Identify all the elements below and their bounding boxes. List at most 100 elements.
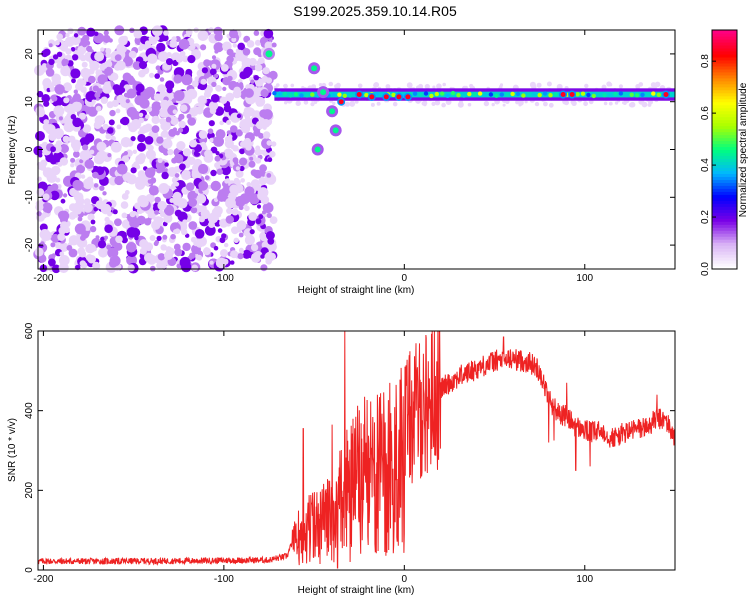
colorbar-swatch	[712, 203, 737, 207]
tone-segment	[510, 91, 515, 97]
noise-speckle	[198, 163, 209, 175]
noise-speckle	[45, 78, 51, 83]
tone-halo	[618, 84, 624, 89]
noise-speckle	[122, 72, 132, 82]
noise-speckle	[87, 106, 98, 117]
noise-speckle	[260, 89, 269, 98]
snr-y-label: SNR (10 * v/v)	[7, 418, 18, 482]
tone-segment	[640, 92, 645, 98]
noise-speckle	[36, 211, 42, 217]
noise-speckle	[213, 245, 219, 251]
noise-speckle	[210, 94, 220, 103]
noise-speckle	[268, 252, 277, 261]
noise-speckle	[34, 65, 45, 76]
noise-speckle	[248, 57, 257, 66]
tone-halo	[515, 100, 520, 105]
noise-speckle	[267, 157, 273, 163]
noise-speckle	[162, 234, 168, 240]
noise-speckle	[141, 124, 149, 132]
y-tick-label: 20	[24, 48, 35, 60]
noise-speckle	[136, 142, 146, 152]
noise-speckle	[48, 58, 55, 66]
colorbar-swatch	[712, 38, 737, 43]
noise-speckle	[224, 179, 229, 184]
noise-speckle	[100, 47, 105, 52]
noise-speckle	[191, 80, 199, 88]
tone-halo	[328, 81, 334, 87]
noise-speckle	[145, 114, 150, 119]
noise-speckle	[209, 107, 217, 115]
figure-title: S199.2025.359.10.14.R05	[293, 3, 457, 19]
noise-speckle	[179, 104, 188, 112]
colorbar-swatch	[712, 131, 737, 136]
noise-speckle	[261, 119, 271, 128]
noise-speckle	[162, 138, 173, 149]
noise-speckle	[57, 233, 66, 241]
tone-halo	[502, 103, 506, 107]
tone-halo	[349, 101, 354, 107]
noise-speckle	[160, 131, 167, 138]
noise-speckle	[158, 209, 163, 214]
noise-speckle	[121, 212, 128, 219]
tone-segment	[450, 90, 456, 96]
tone-segment	[483, 92, 488, 98]
noise-speckle	[253, 30, 260, 36]
noise-speckle	[84, 133, 95, 143]
noise-speckle	[204, 175, 210, 181]
tone-halo	[654, 81, 661, 88]
noise-speckle	[40, 241, 45, 246]
noise-speckle	[126, 107, 138, 118]
tone-halo	[344, 101, 350, 107]
noise-speckle	[240, 178, 245, 183]
colorbar-swatch	[712, 200, 737, 204]
colorbar-swatch	[712, 113, 737, 118]
tone-segment	[548, 93, 553, 98]
noise-speckle	[125, 149, 133, 157]
noise-speckle	[70, 47, 76, 52]
tone-segment	[656, 92, 661, 98]
noise-speckle	[236, 220, 247, 231]
noise-speckle	[111, 241, 116, 246]
noise-speckle	[56, 33, 63, 40]
noise-speckle	[59, 157, 69, 166]
tone-segment	[651, 91, 656, 96]
noise-speckle	[85, 243, 95, 254]
noise-speckle	[182, 242, 191, 252]
noise-speckle	[244, 234, 255, 246]
tone-halo	[491, 102, 495, 107]
tone-halo	[536, 82, 542, 88]
noise-speckle	[167, 149, 174, 156]
noise-speckle	[172, 195, 183, 206]
noise-speckle	[116, 64, 121, 69]
noise-speckle	[68, 212, 77, 220]
noise-speckle	[55, 243, 60, 249]
tone-halo	[276, 83, 280, 87]
noise-speckle	[93, 153, 105, 165]
noise-speckle	[209, 260, 214, 265]
branch-point	[311, 65, 318, 72]
tone-halo	[629, 102, 635, 108]
noise-speckle	[219, 120, 224, 126]
noise-speckle	[108, 119, 115, 126]
noise-speckle	[243, 66, 253, 77]
noise-speckle	[121, 155, 130, 163]
colorbar-swatch	[712, 65, 737, 70]
tone-segment	[293, 92, 299, 97]
tone-segment	[591, 93, 596, 99]
noise-speckle	[71, 54, 79, 61]
noise-speckle	[235, 129, 243, 137]
noise-speckle	[42, 193, 50, 201]
noise-speckle	[58, 242, 69, 253]
noise-speckle	[253, 129, 261, 137]
colorbar-swatch	[712, 119, 737, 124]
tone-halo	[418, 83, 424, 89]
noise-speckle	[104, 66, 114, 76]
noise-speckle	[169, 39, 178, 48]
noise-speckle	[213, 73, 219, 79]
noise-speckle	[154, 210, 160, 215]
colorbar-tick-label: 0.6	[700, 106, 711, 120]
tone-halo	[467, 102, 472, 107]
noise-speckle	[143, 218, 152, 226]
noise-speckle	[238, 232, 244, 238]
noise-speckle	[111, 99, 119, 107]
